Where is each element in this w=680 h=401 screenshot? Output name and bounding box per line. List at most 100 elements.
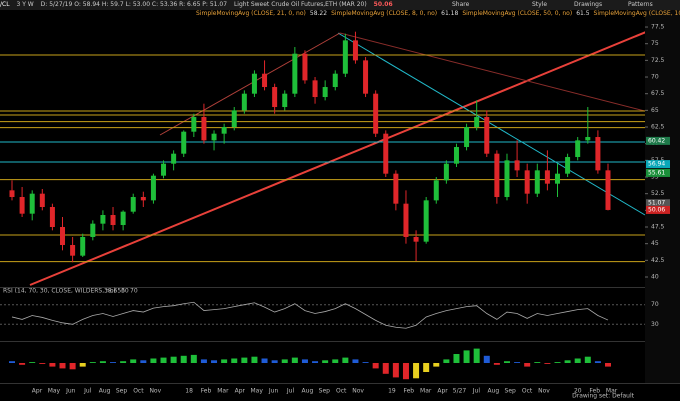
histogram-bar: [453, 354, 460, 363]
x-tick-label: Apr: [437, 388, 448, 395]
x-tick-label: Oct: [133, 388, 144, 395]
x-tick-label: Jul: [83, 388, 92, 395]
button[interactable]: Style: [532, 1, 548, 8]
candle-body: [130, 197, 136, 212]
candle-body: [423, 200, 429, 242]
y-tick-label: 55: [651, 174, 659, 181]
x-tick-label: 19: [388, 388, 396, 395]
histogram-bar: [9, 361, 15, 363]
histogram-bar: [291, 357, 298, 363]
button[interactable]: Share: [452, 1, 470, 8]
x-tick-label: 20: [574, 388, 582, 395]
histogram-bar: [503, 361, 510, 363]
pane-divider: [0, 383, 680, 384]
histogram-bar: [19, 363, 26, 365]
trend-line: [339, 32, 680, 121]
rsi-level-label: 30: [121, 288, 129, 295]
x-tick-label: Mar: [420, 388, 432, 395]
histogram-bar: [413, 363, 420, 379]
histogram-bar: [200, 359, 207, 363]
y-tick-label: 47.5: [651, 224, 665, 231]
x-tick-label: Nov: [149, 388, 161, 395]
button[interactable]: Patterns: [628, 1, 653, 8]
rsi-axis-label: 70: [651, 301, 659, 308]
trend-line: [29, 17, 680, 286]
candle-body: [383, 133, 389, 174]
y-tick-label: 45: [651, 240, 659, 247]
y-tick-label: 70: [651, 74, 659, 81]
candle-body: [70, 245, 76, 256]
candle-body: [19, 197, 25, 214]
histogram-bar: [140, 360, 147, 363]
histogram-bar: [372, 363, 379, 369]
histogram-bar: [110, 362, 117, 363]
histogram-bar: [392, 363, 399, 378]
study-label: SimpleMovingAvg (CLOSE, 100, 0, no): [593, 10, 680, 17]
candle-body: [292, 53, 298, 94]
candle-body: [453, 147, 459, 164]
candle-body: [282, 93, 288, 108]
histogram-bar: [89, 362, 96, 363]
histogram-bar: [281, 359, 288, 363]
candle-body: [403, 203, 409, 238]
histogram-bar: [584, 356, 591, 363]
y-tick-label: 42.5: [651, 257, 665, 264]
x-tick-label: Aug: [487, 388, 499, 395]
histogram-bar: [221, 359, 228, 363]
symbol[interactable]: /CL: [0, 1, 10, 8]
x-tick-label: Oct: [336, 388, 347, 395]
histogram-bar: [150, 358, 157, 363]
toolbar: /CL 3 Y W D: 5/27/19 O: 58.94 H: 59.7 L:…: [0, 0, 680, 10]
candle-body: [342, 40, 348, 74]
candle-body: [534, 170, 540, 194]
histogram-bar: [130, 359, 137, 363]
description: Light Sweet Crude Oil Futures,ETH (MAR 2…: [233, 1, 367, 8]
x-tick-label: Aug: [99, 388, 111, 395]
histogram-bar: [443, 359, 450, 363]
rsi-level-label: 70: [130, 288, 138, 295]
candle-body: [231, 110, 237, 128]
histogram-bar: [574, 358, 581, 363]
study-value: 61.5: [576, 10, 590, 17]
x-tick-label: Sep: [505, 388, 517, 395]
x-tick-label: Feb: [589, 388, 600, 395]
histogram-bar: [271, 360, 278, 363]
candle-body: [544, 170, 550, 184]
study-label: SimpleMovingAvg (CLOSE, 50, 0, no): [462, 10, 573, 17]
x-tick-label: Jun: [65, 388, 76, 395]
histogram-bar: [594, 361, 601, 363]
histogram-bar: [59, 363, 66, 369]
period[interactable]: 3 Y W: [16, 1, 34, 8]
candle-body: [201, 117, 207, 141]
histogram-bar: [433, 363, 440, 367]
candle-body: [464, 127, 470, 148]
candle-body: [352, 40, 358, 61]
x-tick-label: Nov: [352, 388, 364, 395]
histogram-bar: [231, 358, 238, 363]
candle-body: [39, 193, 45, 208]
histogram-bar: [99, 361, 106, 363]
candle-body: [29, 193, 35, 214]
candle-body: [251, 73, 257, 94]
histogram-bar: [241, 357, 248, 363]
histogram-bar: [120, 361, 127, 363]
candle-body: [393, 173, 399, 204]
x-tick-label: Apr: [235, 388, 246, 395]
candle-body: [443, 163, 449, 181]
histogram-bar: [463, 350, 470, 363]
candle-body: [161, 163, 167, 176]
rsi-value: 38.656: [104, 288, 125, 295]
rsi-label: RSI (14, 70, 30, CLOSE, WILDERS, no): [3, 288, 116, 295]
candle-body: [9, 190, 15, 198]
candle-body: [80, 237, 86, 256]
histogram-bar: [39, 363, 46, 364]
histogram-bar: [79, 363, 86, 367]
histogram-bar: [69, 363, 76, 370]
button[interactable]: Drawings: [574, 1, 603, 8]
price-label: 50.06: [648, 206, 665, 213]
histogram-bar: [483, 355, 490, 363]
y-tick-label: 62.5: [651, 124, 665, 131]
candle-body: [140, 197, 146, 201]
candle-body: [605, 170, 611, 210]
